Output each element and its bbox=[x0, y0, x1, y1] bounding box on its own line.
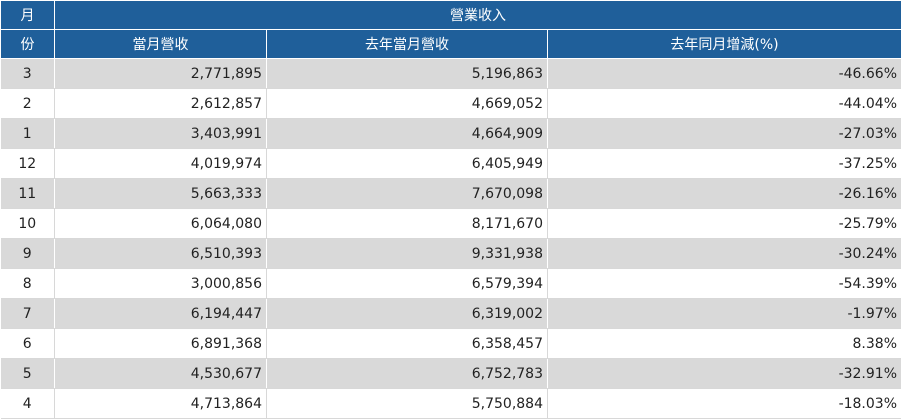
current-revenue-cell: 6,194,447 bbox=[54, 298, 267, 329]
month-cell: 7 bbox=[0, 298, 55, 329]
month-header-second: 份 bbox=[0, 29, 55, 59]
current-revenue-cell: 4,019,974 bbox=[54, 148, 267, 179]
current-revenue-cell: 6,064,080 bbox=[54, 208, 267, 239]
table-row: 8 3,000,856 6,579,394 -54.39% bbox=[0, 268, 901, 299]
yoy-change-cell: -37.25% bbox=[547, 148, 901, 179]
table-row: 6 6,891,368 6,358,457 8.38% bbox=[0, 328, 901, 359]
yoy-change-header: 去年同月增減(%) bbox=[547, 29, 901, 59]
month-cell: 11 bbox=[0, 178, 55, 209]
last-year-revenue-cell: 6,358,457 bbox=[266, 328, 548, 359]
table-body: 3 2,771,895 5,196,863 -46.66% 2 2,612,857 4,66… bbox=[0, 58, 901, 419]
yoy-change-cell: -44.04% bbox=[547, 88, 901, 119]
table-row: 10 6,064,080 8,171,670 -25.79% bbox=[0, 208, 901, 239]
current-revenue-cell: 2,612,857 bbox=[54, 88, 267, 119]
yoy-change-cell: -30.24% bbox=[547, 238, 901, 269]
table-row: 1 3,403,991 4,664,909 -27.03% bbox=[0, 118, 901, 149]
yoy-change-cell: -1.97% bbox=[547, 298, 901, 329]
current-revenue-cell: 3,000,856 bbox=[54, 268, 267, 299]
month-cell: 2 bbox=[0, 88, 55, 119]
month-cell: 8 bbox=[0, 268, 55, 299]
month-cell: 6 bbox=[0, 328, 55, 359]
current-revenue-header: 當月營收 bbox=[54, 29, 267, 59]
month-cell: 4 bbox=[0, 388, 55, 419]
table-row: 5 4,530,677 6,752,783 -32.91% bbox=[0, 358, 901, 389]
month-cell: 9 bbox=[0, 238, 55, 269]
month-cell: 1 bbox=[0, 118, 55, 149]
month-cell: 5 bbox=[0, 358, 55, 389]
last-year-revenue-cell: 9,331,938 bbox=[266, 238, 548, 269]
yoy-change-cell: 8.38% bbox=[547, 328, 901, 359]
yoy-change-cell: -46.66% bbox=[547, 58, 901, 89]
last-year-revenue-cell: 6,319,002 bbox=[266, 298, 548, 329]
table-row: 2 2,612,857 4,669,052 -44.04% bbox=[0, 88, 901, 119]
last-year-revenue-cell: 7,670,098 bbox=[266, 178, 548, 209]
month-cell: 3 bbox=[0, 58, 55, 89]
table-row: 9 6,510,393 9,331,938 -30.24% bbox=[0, 238, 901, 269]
current-revenue-cell: 4,530,677 bbox=[54, 358, 267, 389]
current-revenue-cell: 3,403,991 bbox=[54, 118, 267, 149]
yoy-change-cell: -18.03% bbox=[547, 388, 901, 419]
yoy-change-cell: -27.03% bbox=[547, 118, 901, 149]
current-revenue-cell: 2,771,895 bbox=[54, 58, 267, 89]
last-year-revenue-cell: 8,171,670 bbox=[266, 208, 548, 239]
table-row: 7 6,194,447 6,319,002 -1.97% bbox=[0, 298, 901, 329]
table-row: 4 4,713,864 5,750,884 -18.03% bbox=[0, 388, 901, 419]
last-year-revenue-cell: 5,750,884 bbox=[266, 388, 548, 419]
table-row: 11 5,663,333 7,670,098 -26.16% bbox=[0, 178, 901, 209]
last-year-revenue-cell: 6,579,394 bbox=[266, 268, 548, 299]
yoy-change-cell: -54.39% bbox=[547, 268, 901, 299]
last-year-revenue-cell: 4,664,909 bbox=[266, 118, 548, 149]
current-revenue-cell: 4,713,864 bbox=[54, 388, 267, 419]
table-row: 3 2,771,895 5,196,863 -46.66% bbox=[0, 58, 901, 89]
yoy-change-cell: -25.79% bbox=[547, 208, 901, 239]
last-year-revenue-cell: 6,405,949 bbox=[266, 148, 548, 179]
last-year-revenue-header: 去年當月營收 bbox=[266, 29, 548, 59]
month-header: 月 bbox=[0, 0, 55, 30]
revenue-group-header: 營業收入 bbox=[54, 0, 901, 30]
yoy-change-cell: -32.91% bbox=[547, 358, 901, 389]
month-cell: 12 bbox=[0, 148, 55, 179]
month-cell: 10 bbox=[0, 208, 55, 239]
last-year-revenue-cell: 6,752,783 bbox=[266, 358, 548, 389]
last-year-revenue-cell: 5,196,863 bbox=[266, 58, 548, 89]
current-revenue-cell: 5,663,333 bbox=[54, 178, 267, 209]
yoy-change-cell: -26.16% bbox=[547, 178, 901, 209]
current-revenue-cell: 6,891,368 bbox=[54, 328, 267, 359]
table-header: 月 營業收入 份 當月營收 去年當月營收 去年同月增減(%) bbox=[0, 0, 901, 59]
current-revenue-cell: 6,510,393 bbox=[54, 238, 267, 269]
last-year-revenue-cell: 4,669,052 bbox=[266, 88, 548, 119]
table-row: 12 4,019,974 6,405,949 -37.25% bbox=[0, 148, 901, 179]
